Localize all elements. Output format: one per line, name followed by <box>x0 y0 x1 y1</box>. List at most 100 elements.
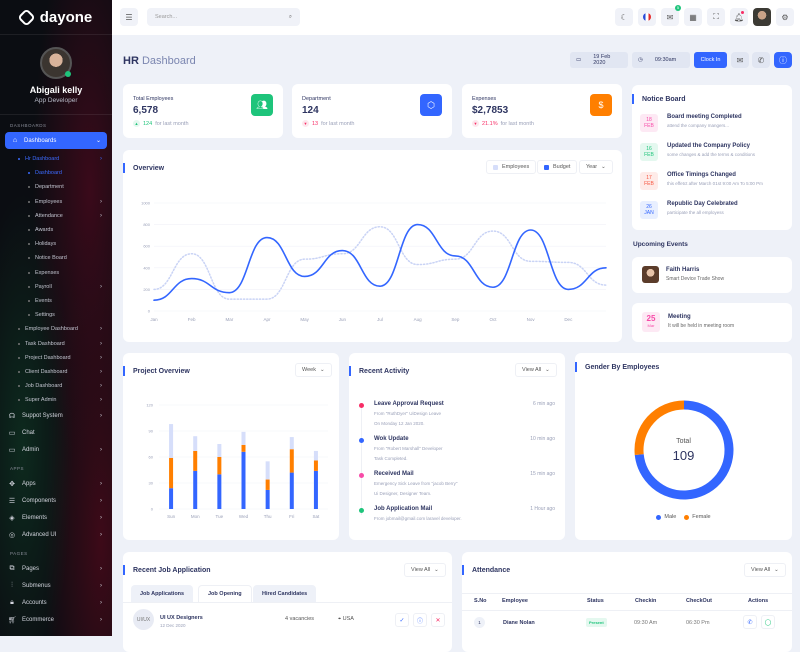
call-button[interactable]: ✆ <box>752 52 770 68</box>
info-button[interactable]: ⓘ <box>413 613 427 627</box>
sidebar-subitem[interactable]: Payroll › <box>0 280 112 294</box>
event-card[interactable]: Faith Harris Smart Device Trade Show <box>632 257 792 293</box>
period-select[interactable]: Year ⌄ <box>579 160 613 174</box>
sidebar-subitem[interactable]: Awards <box>0 223 112 237</box>
sidebar-subitem[interactable]: Dashboard <box>0 166 112 180</box>
sidebar-item-dashboard[interactable]: Super Admin › <box>0 393 112 407</box>
messages-button[interactable]: ✉ 5 <box>661 5 681 26</box>
chevron-down-icon: ⌄ <box>434 567 439 573</box>
language-button[interactable] <box>638 8 656 26</box>
legend-label: Employees <box>502 164 530 170</box>
event-name: Faith Harris <box>666 267 700 273</box>
sidebar-item[interactable]: 🔒︎ Accounts › <box>0 594 112 611</box>
approve-button[interactable]: ✓ <box>395 613 409 627</box>
clock-in-button[interactable]: Clock In <box>694 52 727 68</box>
sidebar-subitem[interactable]: Holidays <box>0 237 112 251</box>
job-title[interactable]: UI UX Designers <box>160 615 203 621</box>
stat-change: ▲ 124 for last month <box>133 120 189 127</box>
notice-title: Board meeting Completed <box>667 114 742 120</box>
legend-employees[interactable]: Employees <box>486 160 537 174</box>
info-button[interactable]: ⓘ <box>774 52 792 68</box>
notice-item[interactable]: 26 JAN Republic Day Celebrated participate … <box>640 201 738 219</box>
brand-logo[interactable]: dayone <box>0 0 112 35</box>
chevron-down-icon: ⌄ <box>601 164 606 170</box>
sidebar-item-dashboard[interactable]: Task Dashboard › <box>0 336 112 350</box>
sidebar-subitem[interactable]: Settings <box>0 308 112 322</box>
x-tick-label: Mar <box>225 317 233 322</box>
search-input[interactable]: Search... ⌕ <box>147 8 300 26</box>
sidebar-item-label: Holidays <box>35 241 57 248</box>
reject-button[interactable]: ✕ <box>431 613 445 627</box>
fullscreen-icon: ⛶ <box>713 12 719 21</box>
change-suffix: for last month <box>500 121 534 127</box>
activity-item[interactable]: Job Application Mail From jobmail@gmail.c… <box>359 506 555 522</box>
call-button[interactable]: ✆ <box>743 615 757 629</box>
sidebar-item[interactable]: ☰ Components › <box>0 492 112 509</box>
sidebar-item-label: Dashboards <box>24 137 57 144</box>
meeting-card[interactable]: 25 Mar Meeting It will be held in meeting… <box>632 303 792 342</box>
tab-hired-candidates[interactable]: Hired Candidates <box>253 585 317 602</box>
sidebar-item-label: Hr Dashboard <box>25 156 60 163</box>
view-all-button[interactable]: View All ⌄ <box>404 563 446 577</box>
legend-item[interactable]: Female <box>684 514 711 520</box>
period-select[interactable]: Week ⌄ <box>295 363 332 377</box>
sidebar-item-label: Admin <box>22 446 40 453</box>
view-all-button[interactable]: View All ⌄ <box>515 363 557 377</box>
bullet-icon <box>18 158 20 161</box>
view-all-button[interactable]: View All ⌄ <box>744 563 786 577</box>
message-button[interactable]: ◯ <box>761 615 775 629</box>
arrow-down-icon: ▼ <box>472 120 479 127</box>
notice-item[interactable]: 17 FEB Office Timings Changed this effetct … <box>640 172 763 190</box>
avatar[interactable] <box>40 47 72 79</box>
sidebar-subitem[interactable]: Notice Board <box>0 251 112 265</box>
sidebar-item-dashboard[interactable]: Client Dashboard › <box>0 365 112 379</box>
activity-item[interactable]: Leave Approval Request From "RuthDyer" Ui… <box>359 401 555 427</box>
x-tick-label: Nov <box>527 317 536 322</box>
sidebar-subitem[interactable]: Events <box>0 294 112 308</box>
legend-item[interactable]: Male <box>656 514 676 520</box>
donut-slice-female <box>634 400 685 455</box>
legend-swatch <box>684 514 690 520</box>
sidebar-subitem[interactable]: Expenses <box>0 266 112 280</box>
dark-mode-button[interactable]: ☾ <box>615 8 633 26</box>
phone-icon: ✆ <box>757 55 765 65</box>
sidebar-item[interactable]: ⫶ Submenus › <box>0 577 112 594</box>
mail-button[interactable]: ✉ <box>731 52 749 68</box>
notice-item[interactable]: 16 FEB Updated the Company Policy some chan… <box>640 143 755 161</box>
user-avatar-button[interactable] <box>753 8 771 26</box>
bar-segment <box>313 460 318 471</box>
sidebar-item-dashboard[interactable]: Employee Dashboard › <box>0 322 112 336</box>
sidebar-item-dashboard[interactable]: Job Dashboard › <box>0 379 112 393</box>
notice-item[interactable]: 18 FEB Board meeting Completed attend the c… <box>640 114 742 132</box>
sidebar-item[interactable]: 🛒︎ Ecommerce › <box>0 611 112 628</box>
sidebar-subitem[interactable]: Department <box>0 180 112 194</box>
settings-button[interactable]: ⚙ <box>776 8 794 26</box>
sidebar-item[interactable]: ◎ Advanced UI › <box>0 526 112 543</box>
sidebar-item[interactable]: ▭ Chat <box>0 424 112 441</box>
date-picker[interactable]: ▭ 19 Feb 2020 <box>570 52 628 68</box>
tab-job-applications[interactable]: Job Applications <box>131 585 194 602</box>
sidebar-item[interactable]: ◈ Elements › <box>0 509 112 526</box>
sidebar-item-dashboards[interactable]: ⌂ Dashboards ⌄ <box>5 132 107 149</box>
apps-button[interactable]: ▦ <box>684 8 702 26</box>
legend-label: Budget <box>553 164 571 170</box>
sidebar-item[interactable]: ☊ Suppot System › <box>0 407 112 424</box>
time-picker[interactable]: ◷ 09:30am <box>632 52 690 68</box>
sidebar-item-dashboard[interactable]: Project Dashboard › <box>0 351 112 365</box>
activity-item[interactable]: Wok Update From "Robert Marshall" Develop… <box>359 436 555 462</box>
legend-budget[interactable]: Budget <box>537 160 578 174</box>
sidebar-subitem[interactable]: Attendance › <box>0 209 112 223</box>
sidebar-item[interactable]: ⧉ Pages › <box>0 560 112 577</box>
chevron-right-icon: › <box>100 368 102 375</box>
sidebar-item-hr-dashboard[interactable]: Hr Dashboard › <box>0 152 112 166</box>
sidebar-subitem[interactable]: Employees › <box>0 195 112 209</box>
fullscreen-button[interactable]: ⛶ <box>707 8 725 26</box>
notifications-button[interactable]: 🔔︎ <box>730 8 748 26</box>
project-overview-card: Project Overview Week ⌄ 0 30 60 90 120 Sun Mon T… <box>123 353 339 540</box>
sidebar-item[interactable]: ▭ Admin › <box>0 441 112 458</box>
activity-item[interactable]: Received Mail Emergency Sick Leave from "… <box>359 471 555 497</box>
tab-job-opening[interactable]: Job Opening <box>198 585 252 602</box>
menu-toggle-button[interactable]: ☰ <box>120 8 138 26</box>
sidebar-item[interactable]: ✥ Apps › <box>0 475 112 492</box>
recent-job-card: Recent Job Application View All ⌄ Job App… <box>123 552 452 652</box>
